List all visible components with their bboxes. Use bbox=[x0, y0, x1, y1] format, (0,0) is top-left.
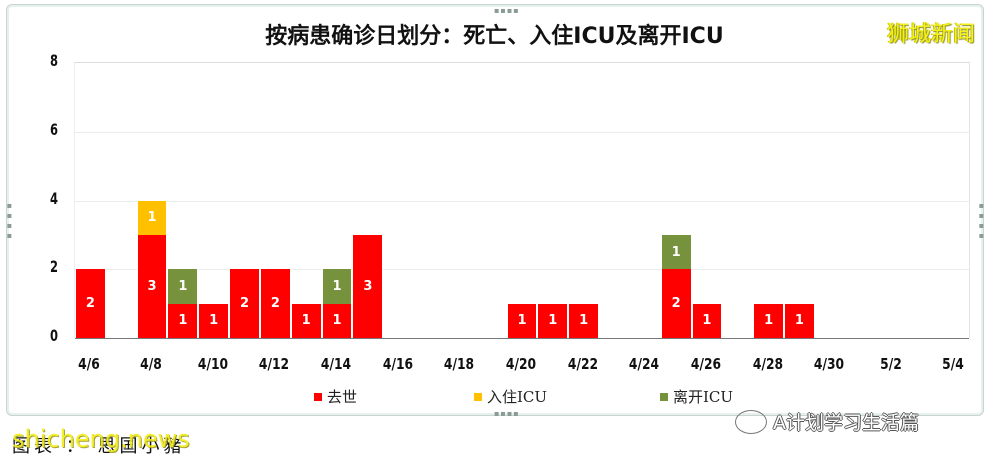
gridline bbox=[75, 269, 969, 271]
wechat-icon bbox=[735, 409, 767, 434]
legend-swatch bbox=[660, 392, 668, 401]
bar-segment: 1 bbox=[136, 200, 168, 235]
bar-segment: 2 bbox=[660, 269, 692, 338]
bar-segment: 1 bbox=[321, 303, 353, 338]
bar-segment: 1 bbox=[660, 234, 692, 270]
legend-label: 去世 bbox=[327, 388, 358, 406]
x-tick-label: 5/4 bbox=[941, 355, 964, 373]
y-tick-label: 2 bbox=[49, 257, 58, 277]
resize-handle-top[interactable]: ▪▪▪▪ bbox=[494, 6, 520, 15]
y-tick-label: 4 bbox=[49, 188, 58, 208]
y-tick-label: 6 bbox=[49, 119, 58, 139]
brand-logo: 狮城新闻 bbox=[886, 22, 975, 47]
bar-segment: 3 bbox=[352, 234, 384, 338]
bar-segment: 1 bbox=[568, 303, 600, 338]
site-watermark: shicheng.news bbox=[12, 425, 190, 453]
chart-title: 按病患确诊日划分：死亡、入住ICU及离开ICU bbox=[265, 24, 724, 49]
x-tick-label: 4/16 bbox=[382, 355, 413, 373]
wechat-watermark: A计划学习生活篇 bbox=[735, 408, 919, 435]
gridline bbox=[75, 200, 969, 202]
legend-swatch bbox=[314, 392, 322, 401]
x-tick-label: 4/12 bbox=[259, 355, 290, 373]
x-tick-label: 4/18 bbox=[444, 355, 475, 373]
bar-segment: 1 bbox=[537, 303, 569, 338]
legend-label: 入住ICU bbox=[487, 388, 548, 406]
legend-item: 入住ICU bbox=[474, 386, 547, 407]
x-tick-label: 4/26 bbox=[690, 355, 722, 373]
legend-swatch bbox=[474, 392, 482, 401]
bar-segment: 2 bbox=[75, 269, 106, 338]
y-tick-label: 8 bbox=[49, 51, 58, 70]
figure-caption: 图表 ： 思国小豬 bbox=[12, 436, 186, 457]
bar-segment: 1 bbox=[167, 269, 199, 304]
gridline bbox=[75, 131, 969, 133]
bar-segment: 1 bbox=[753, 303, 785, 338]
bar-segment: 1 bbox=[290, 303, 322, 338]
bar-segment: 1 bbox=[691, 303, 723, 338]
resize-handle-left[interactable]: ▪▪▪▪ bbox=[5, 201, 14, 241]
bar-segment: 1 bbox=[506, 303, 538, 338]
x-tick-label: 4/24 bbox=[629, 355, 660, 373]
legend-item: 离开ICU bbox=[660, 386, 733, 407]
x-tick-label: 4/28 bbox=[752, 355, 783, 373]
resize-handle-right[interactable]: ▪▪▪▪ bbox=[977, 201, 986, 241]
x-tick-label: 4/20 bbox=[505, 355, 537, 373]
x-tick-label: 4/30 bbox=[814, 355, 845, 373]
bar-segment: 3 bbox=[136, 234, 168, 338]
wechat-account-name: A计划学习生活篇 bbox=[773, 412, 919, 434]
bar-segment: 1 bbox=[321, 269, 353, 304]
x-tick-label: 4/8 bbox=[140, 355, 162, 373]
y-tick-label: 0 bbox=[49, 326, 58, 345]
x-tick-label: 5/2 bbox=[880, 355, 902, 373]
x-axis-line bbox=[75, 338, 969, 339]
bar-segment: 1 bbox=[198, 303, 230, 338]
resize-handle-bottom[interactable]: ▪▪▪▪ bbox=[494, 409, 520, 418]
chart-frame[interactable]: ▪▪▪▪ ▪▪▪▪ ▪▪▪▪ ▪▪▪▪ bbox=[5, 4, 986, 418]
x-tick-label: 4/10 bbox=[197, 355, 228, 373]
bar-segment: 2 bbox=[259, 269, 291, 338]
x-tick-label: 4/6 bbox=[78, 355, 101, 373]
bar-segment: 1 bbox=[167, 303, 199, 338]
legend-label: 离开ICU bbox=[673, 388, 734, 406]
x-tick-label: 4/14 bbox=[320, 355, 352, 373]
x-tick-label: 4/22 bbox=[567, 355, 598, 373]
legend-item: 去世 bbox=[314, 386, 357, 407]
bar-segment: 1 bbox=[784, 303, 815, 338]
bar-segment: 2 bbox=[229, 269, 260, 338]
